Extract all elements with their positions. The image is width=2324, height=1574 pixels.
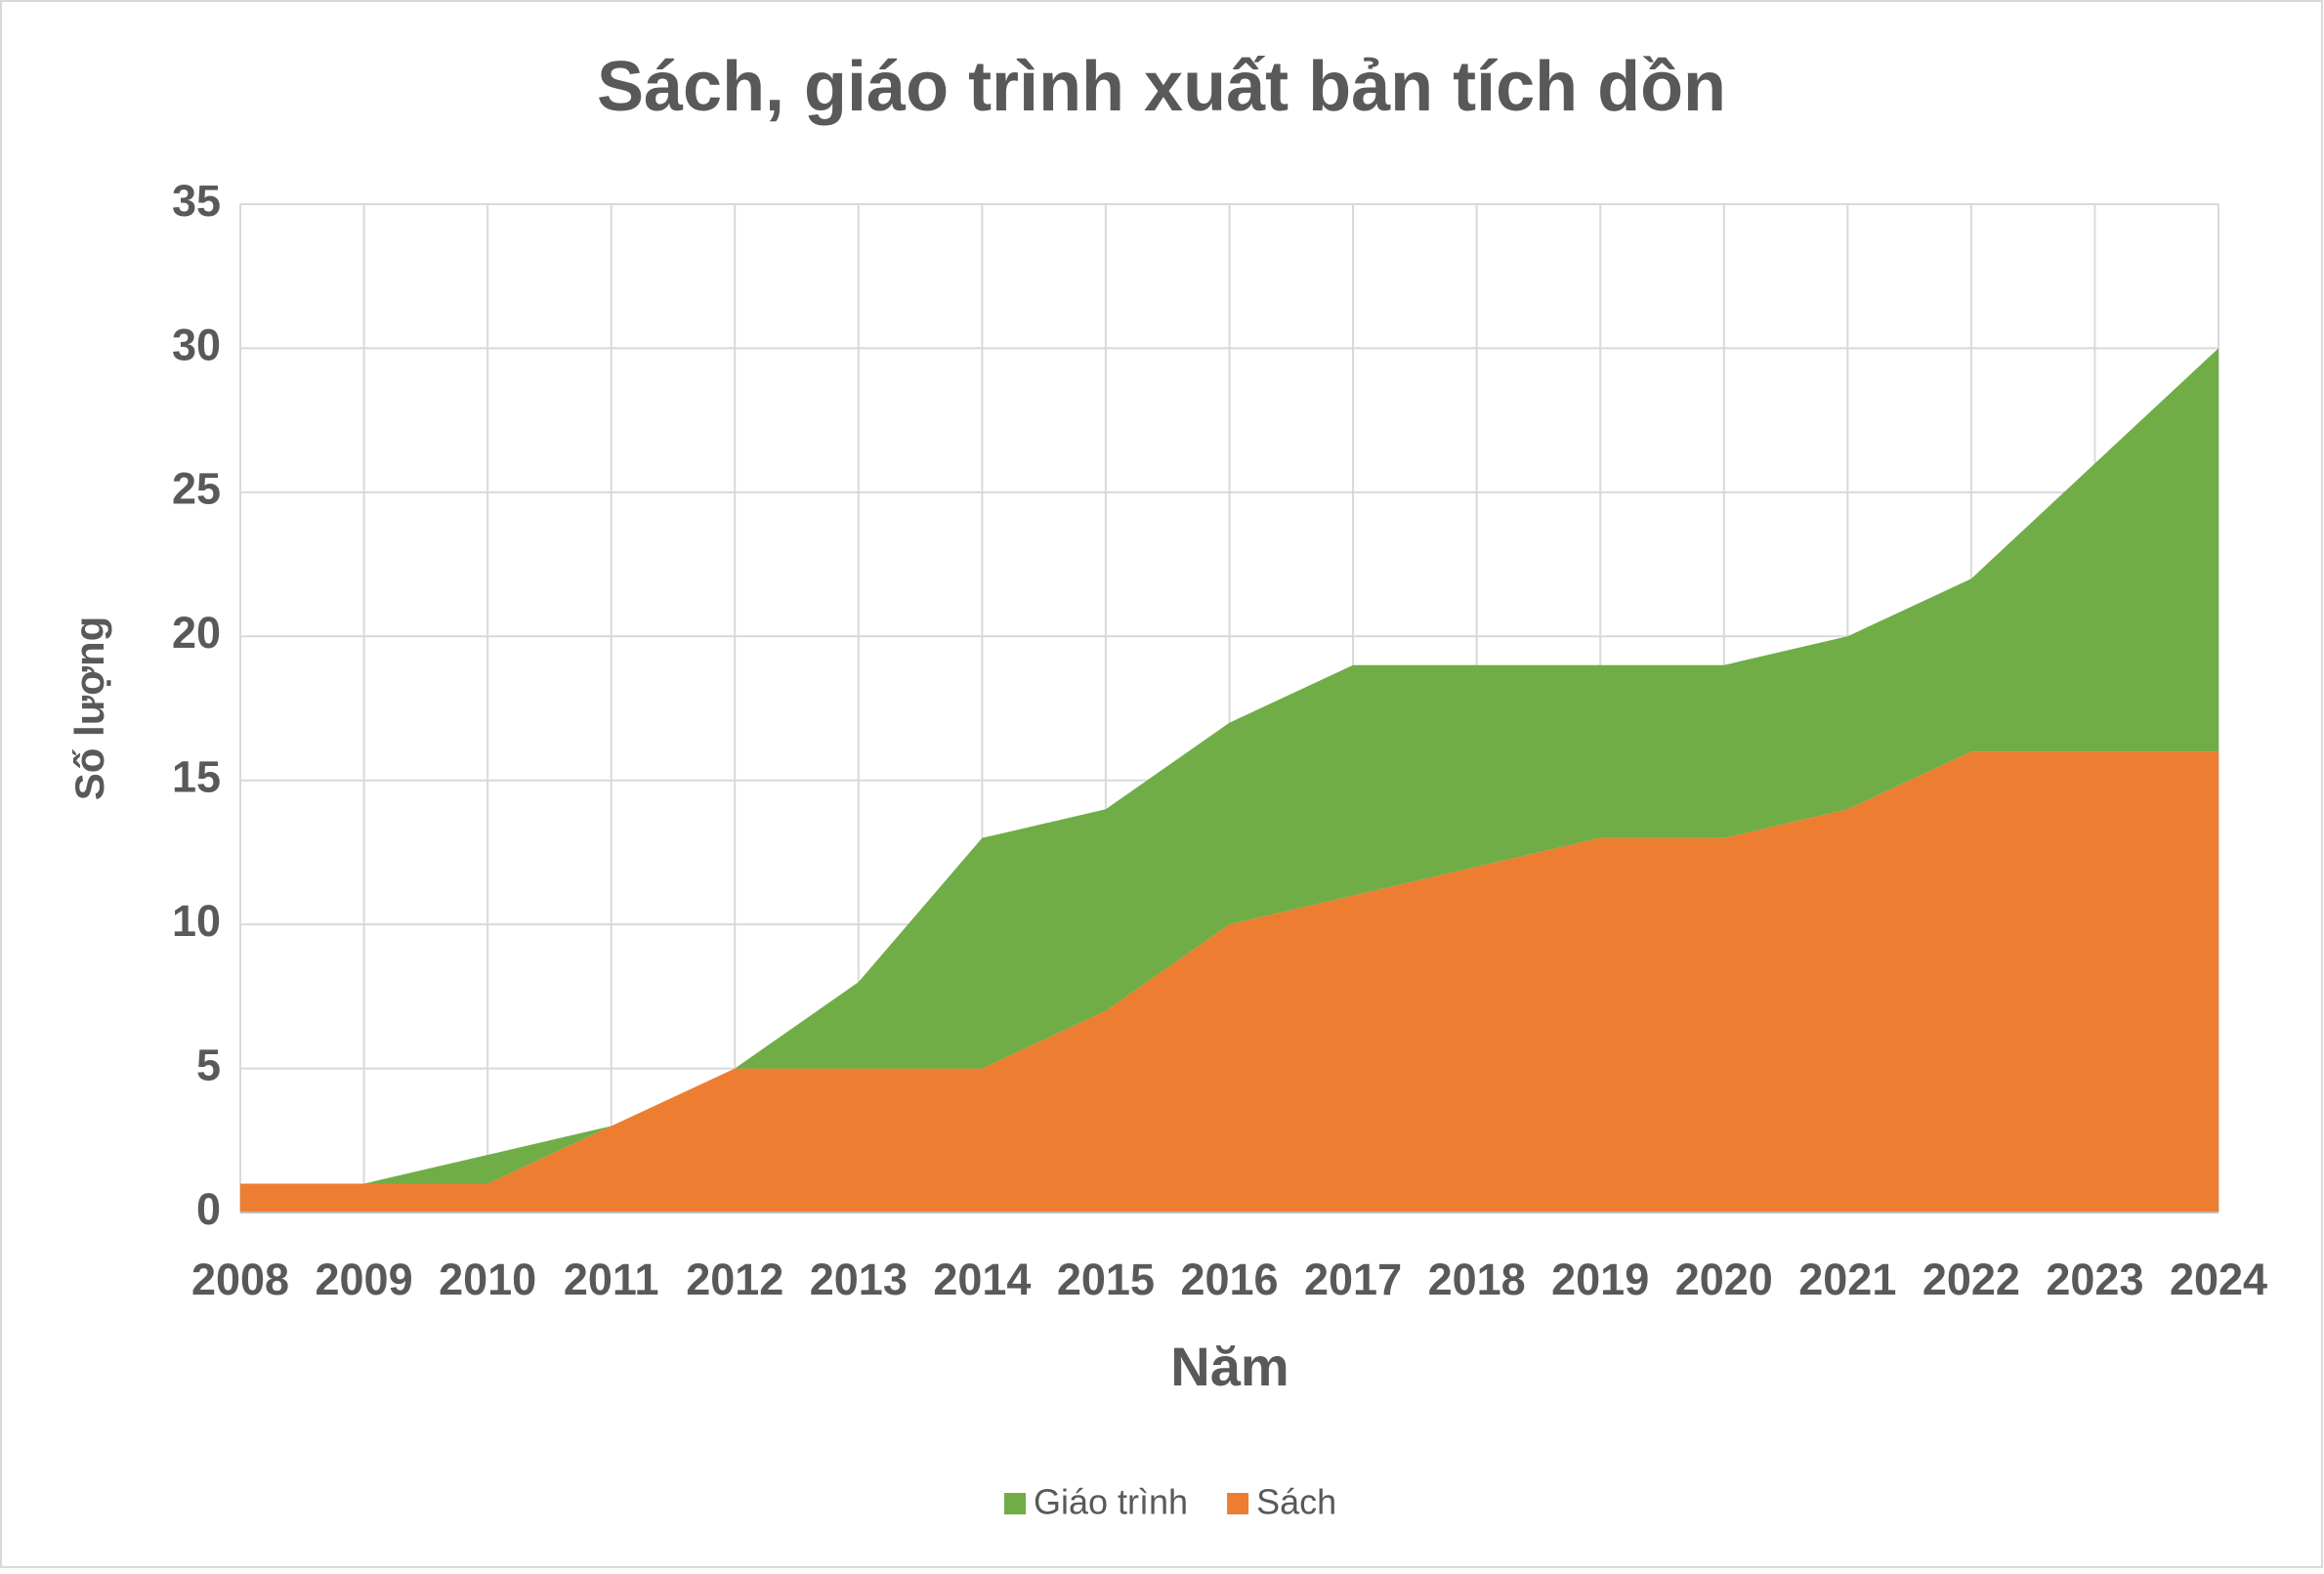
x-tick-label: 2008 [191,1255,289,1304]
legend-swatch [1004,1493,1026,1514]
x-tick-label: 2013 [810,1255,908,1304]
chart-title: Sách, giáo trình xuất bản tích dồn [597,48,1726,126]
x-tick-label: 2021 [1798,1255,1896,1304]
y-tick-label: 35 [172,176,221,226]
x-tick-label: 2015 [1057,1255,1155,1304]
area [240,751,2218,1212]
y-tick-label: 0 [196,1184,221,1234]
x-tick-label: 2012 [686,1255,783,1304]
x-tick-label: 2017 [1304,1255,1402,1304]
legend-label: Sách [1256,1482,1336,1522]
y-tick-label: 15 [172,752,221,802]
area [240,348,2218,1184]
x-tick-label: 2019 [1551,1255,1649,1304]
y-tick-label: 20 [172,608,221,658]
x-tick-label: 2022 [1923,1255,2020,1304]
y-tick-label: 10 [172,896,221,946]
x-tick-label: 2010 [439,1255,536,1304]
x-tick-label: 2009 [316,1255,413,1304]
y-tick-label: 5 [196,1040,221,1089]
x-axis-title: Năm [1170,1336,1289,1397]
x-tick-label: 2011 [564,1255,659,1304]
x-tick-label: 2018 [1428,1255,1526,1304]
x-tick-label: 2014 [933,1255,1031,1304]
x-tick-label: 2024 [2170,1255,2267,1304]
y-tick-label: 30 [172,319,221,369]
x-tick-label: 2016 [1180,1255,1278,1304]
legend-swatch [1227,1493,1249,1514]
x-tick-label: 2020 [1675,1255,1773,1304]
x-tick-label: 2023 [2046,1255,2143,1304]
y-tick-label: 25 [172,464,221,514]
legend-label: Giáo trình [1034,1482,1188,1522]
y-axis-title: Số lượng [66,617,112,801]
